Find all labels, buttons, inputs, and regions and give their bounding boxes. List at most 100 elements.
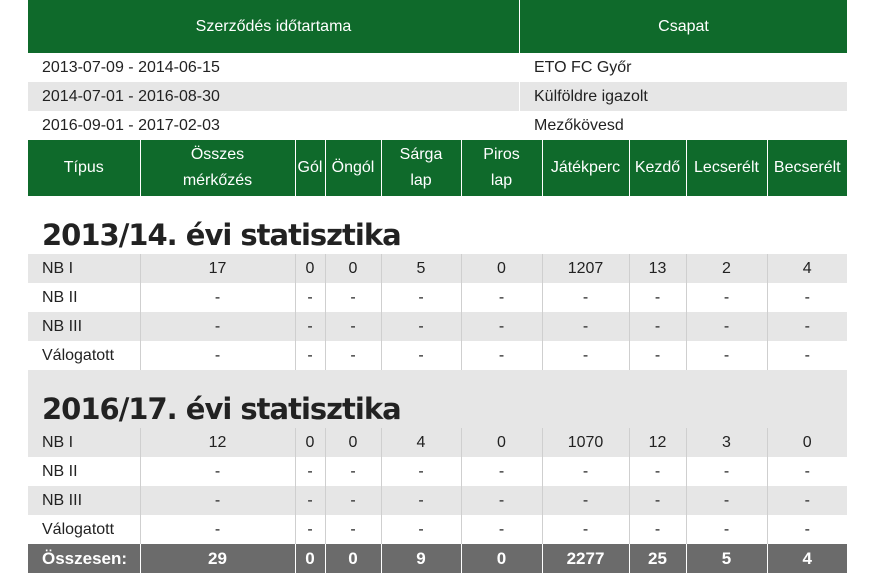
subbed-on-cell: - [767, 312, 847, 341]
own-goals-header: Öngól [325, 140, 382, 196]
goals-cell: - [295, 515, 326, 544]
own-goals-cell: - [325, 283, 382, 312]
season-title: 2013/14. évi statisztika [28, 196, 847, 254]
subbed-on-cell: - [767, 283, 847, 312]
type-cell: NB III [28, 312, 141, 341]
stats-row: Válogatott - - - - - - - - - [28, 515, 847, 544]
season-title: 2016/17. évi statisztika [28, 370, 847, 428]
subbed-on-header: Becserélt [767, 140, 847, 196]
subbed-on-cell: - [767, 457, 847, 486]
total-yellow-card-cell: 9 [381, 544, 462, 573]
matches-cell: 12 [140, 428, 296, 457]
goals-cell: - [295, 341, 326, 370]
minutes-cell: - [542, 283, 630, 312]
matches-cell: - [140, 457, 296, 486]
total-starts-cell: 25 [629, 544, 687, 573]
contract-period: 2013-07-09 - 2014-06-15 [28, 53, 520, 82]
goals-cell: - [295, 283, 326, 312]
goals-cell: 0 [295, 428, 326, 457]
goals-cell: - [295, 312, 326, 341]
own-goals-cell: 0 [325, 254, 382, 283]
subbed-on-cell: 4 [767, 254, 847, 283]
total-matches-cell: 29 [140, 544, 296, 573]
minutes-cell: - [542, 515, 630, 544]
type-cell: NB I [28, 428, 141, 457]
starts-cell: - [629, 457, 687, 486]
type-cell: Válogatott [28, 341, 141, 370]
starts-cell: - [629, 341, 687, 370]
contract-team: ETO FC Győr [519, 53, 847, 82]
stats-row: NB I 17 0 0 5 0 1207 13 2 4 [28, 254, 847, 283]
own-goals-cell: - [325, 515, 382, 544]
starts-cell: - [629, 283, 687, 312]
matches-header: Összes mérkőzés [140, 140, 296, 196]
subbed-on-cell: - [767, 486, 847, 515]
subbed-on-cell: - [767, 515, 847, 544]
own-goals-cell: - [325, 312, 382, 341]
starts-cell: - [629, 312, 687, 341]
yellow-card-cell: - [381, 283, 462, 312]
subbed-off-cell: - [686, 515, 768, 544]
stats-row: NB II - - - - - - - - - [28, 457, 847, 486]
matches-cell: - [140, 486, 296, 515]
subbed-on-cell: 0 [767, 428, 847, 457]
red-card-cell: 0 [461, 254, 543, 283]
yellow-card-cell: - [381, 312, 462, 341]
contract-team-header: Csapat [519, 0, 847, 53]
subbed-off-cell: - [686, 341, 768, 370]
type-cell: NB I [28, 254, 141, 283]
contract-row: 2014-07-01 - 2016-08-30 Külföldre igazol… [28, 82, 847, 111]
season-title-row: 2013/14. évi statisztika [28, 196, 847, 254]
minutes-cell: - [542, 341, 630, 370]
total-subbed-on-cell: 4 [767, 544, 847, 573]
type-header-label: Típus [63, 159, 104, 176]
yellow-card-cell: - [381, 341, 462, 370]
goals-cell: - [295, 486, 326, 515]
starts-cell: 12 [629, 428, 687, 457]
contract-period: 2016-09-01 - 2017-02-03 [28, 111, 520, 140]
subbed-on-cell: - [767, 341, 847, 370]
matches-header-line2: mérkőzés [182, 172, 253, 189]
stats-row: NB I 12 0 0 4 0 1070 12 3 0 [28, 428, 847, 457]
goals-header: Gól [295, 140, 326, 196]
stats-body: 2013/14. évi statisztika NB I 17 0 0 5 0 1207 13… [28, 196, 847, 573]
total-label: Összesen: [28, 544, 141, 573]
total-red-card-cell: 0 [461, 544, 543, 573]
total-subbed-off-cell: 5 [686, 544, 768, 573]
type-cell: NB II [28, 457, 141, 486]
contract-team: Mezőkövesd [519, 111, 847, 140]
matches-cell: 17 [140, 254, 296, 283]
goals-cell: - [295, 457, 326, 486]
own-goals-cell: - [325, 341, 382, 370]
stats-row: NB III - - - - - - - - - [28, 486, 847, 515]
red-card-cell: - [461, 486, 543, 515]
contract-team: Külföldre igazolt [519, 82, 847, 111]
stats-row: NB III - - - - - - - - - [28, 312, 847, 341]
minutes-header: Játékperc [542, 140, 630, 196]
matches-cell: - [140, 341, 296, 370]
matches-cell: - [140, 312, 296, 341]
player-stats-panel: Szerződés időtartama Csapat 2013-07-09 -… [28, 0, 847, 573]
yellow-card-cell: 4 [381, 428, 462, 457]
stats-header-row: Típus Összes mérkőzés Gól Öngól Sárga lap … [28, 140, 847, 196]
starts-cell: - [629, 486, 687, 515]
contract-table: Szerződés időtartama Csapat 2013-07-09 -… [28, 0, 847, 140]
contract-period-header: Szerződés időtartama [28, 0, 520, 53]
total-goals-cell: 0 [295, 544, 326, 573]
stats-table: Típus Összes mérkőzés Gól Öngól Sárga lap … [28, 140, 847, 573]
subbed-off-header: Lecserélt [686, 140, 768, 196]
red-card-cell: 0 [461, 428, 543, 457]
goals-cell: 0 [295, 254, 326, 283]
yellow-header-line2: lap [410, 172, 432, 189]
subbed-off-cell: - [686, 486, 768, 515]
red-card-cell: - [461, 283, 543, 312]
contract-row: 2016-09-01 - 2017-02-03 Mezőkövesd [28, 111, 847, 140]
subbed-off-cell: - [686, 457, 768, 486]
subbed-off-cell: - [686, 312, 768, 341]
starts-cell: 13 [629, 254, 687, 283]
red-card-cell: - [461, 312, 543, 341]
own-goals-cell: - [325, 486, 382, 515]
minutes-cell: 1207 [542, 254, 630, 283]
stats-row: NB II - - - - - - - - - [28, 283, 847, 312]
contract-row: 2013-07-09 - 2014-06-15 ETO FC Győr [28, 53, 847, 82]
